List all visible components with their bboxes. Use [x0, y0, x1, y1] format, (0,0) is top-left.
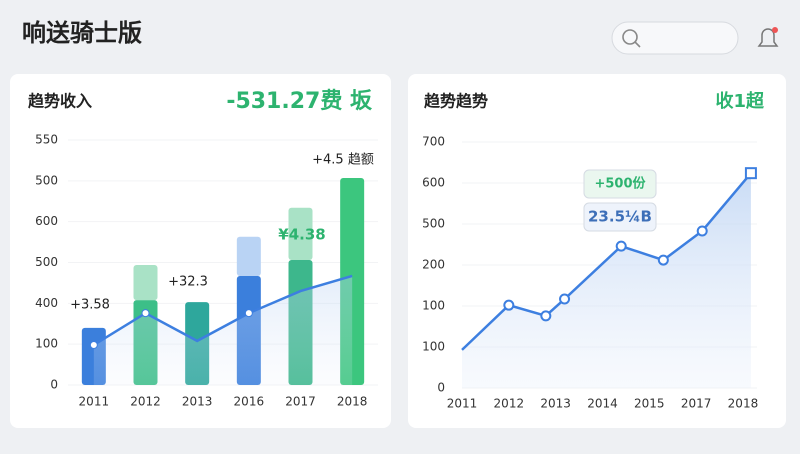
notification-dot: [772, 27, 778, 33]
point: [696, 225, 708, 237]
point: [744, 167, 757, 180]
y-tick-label: 400: [35, 296, 58, 310]
line: [461, 172, 752, 351]
y-tick-label: 500: [35, 173, 58, 187]
annotation-box: [583, 202, 657, 232]
point: [559, 293, 571, 305]
x-tick-label: 2014: [587, 397, 618, 411]
x-tick-label: 2017: [285, 395, 316, 409]
annotation: ¥4.38: [278, 226, 325, 244]
search-icon-handle: [634, 41, 641, 48]
point: [89, 340, 98, 349]
point: [244, 309, 253, 318]
y-tick-label: 600: [35, 214, 58, 228]
x-tick-label: 2012: [494, 397, 525, 411]
x-tick-label: 2018: [728, 397, 759, 411]
trend-area: [93, 275, 353, 385]
annotation: 23.5¼B: [588, 208, 652, 226]
x-tick-label: 2011: [79, 395, 110, 409]
annotation: +500份: [594, 176, 646, 192]
x-tick-label: 2012: [130, 395, 161, 409]
y-tick-label: 100: [422, 299, 445, 313]
x-tick-label: 2011: [447, 397, 478, 411]
bar-segment: [288, 207, 313, 261]
y-tick-label: 0: [50, 378, 58, 392]
search-icon: [622, 29, 638, 45]
point: [141, 309, 150, 318]
card-title: 趋势趋势: [424, 92, 488, 111]
y-tick-label: 500: [35, 255, 58, 269]
search-box[interactable]: [611, 21, 739, 55]
x-tick-label: 2013: [540, 397, 571, 411]
annotation-box: [583, 169, 657, 199]
bar-segment: [133, 264, 158, 301]
y-tick-label: 100: [422, 340, 445, 354]
x-tick-label: 2015: [634, 397, 665, 411]
trend-line: [93, 274, 353, 347]
x-tick-label: 2017: [681, 397, 712, 411]
card-title: 趋势收入: [28, 92, 92, 111]
point: [503, 299, 515, 311]
y-tick-label: 200: [422, 258, 445, 272]
y-tick-label: 550: [35, 133, 58, 147]
annotation: +3.58: [70, 298, 110, 313]
x-tick-label: 2016: [234, 395, 265, 409]
annotation: +4.5 趋额: [312, 153, 374, 168]
x-tick-label: 2018: [337, 395, 368, 409]
y-tick-label: 500: [422, 217, 445, 231]
x-tick-label: 2013: [182, 395, 213, 409]
y-tick-label: 100: [35, 337, 58, 351]
app-title: 响送骑士版: [22, 19, 142, 47]
point: [540, 310, 552, 322]
area: [462, 173, 751, 388]
y-tick-label: 700: [422, 135, 445, 149]
y-tick-label: 0: [437, 381, 445, 395]
y-tick-label: 600: [422, 176, 445, 190]
card-headline: 收1超: [715, 90, 765, 112]
bell-icon[interactable]: [757, 28, 779, 47]
card-headline: -531.27费 坂: [226, 89, 373, 114]
bar-segment: [236, 236, 261, 276]
point: [615, 240, 627, 252]
annotation: +32.3: [168, 275, 208, 290]
point: [657, 254, 669, 266]
